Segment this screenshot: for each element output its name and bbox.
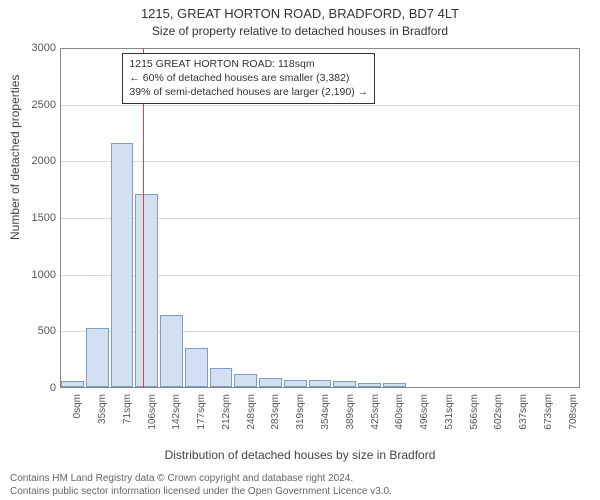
xtick-label: 248sqm xyxy=(246,394,257,430)
footer-line-1: Contains HM Land Registry data © Crown c… xyxy=(10,473,392,486)
annotation-line-3: 39% of semi-detached houses are larger (… xyxy=(129,85,368,99)
ytick-label: 2500 xyxy=(32,99,56,111)
xtick-label: 35sqm xyxy=(97,394,108,424)
xtick-label: 389sqm xyxy=(345,394,356,430)
ytick-label: 2000 xyxy=(32,155,56,167)
annotation-box: 1215 GREAT HORTON ROAD: 118sqm ← 60% of … xyxy=(122,53,375,104)
annotation-line-2: ← 60% of detached houses are smaller (3,… xyxy=(129,71,368,85)
xtick-label: 319sqm xyxy=(295,394,306,430)
xtick-label: 177sqm xyxy=(196,394,207,430)
xtick-label: 71sqm xyxy=(122,394,133,424)
xtick-label: 212sqm xyxy=(221,394,232,430)
ytick-label: 0 xyxy=(50,382,56,394)
xtick-label: 106sqm xyxy=(147,394,158,430)
xtick-label: 425sqm xyxy=(370,394,381,430)
plot-area: 0sqm35sqm71sqm106sqm142sqm177sqm212sqm24… xyxy=(60,48,580,388)
xtick-label: 142sqm xyxy=(171,394,182,430)
xtick-label: 708sqm xyxy=(568,394,579,430)
xtick-label: 637sqm xyxy=(518,394,529,430)
xtick-label: 496sqm xyxy=(419,394,430,430)
xtick-label: 673sqm xyxy=(543,394,554,430)
title-sub: Size of property relative to detached ho… xyxy=(0,24,600,38)
y-axis-label: Number of detached properties xyxy=(8,75,22,240)
chart-container: 1215, GREAT HORTON ROAD, BRADFORD, BD7 4… xyxy=(0,0,600,500)
ytick-label: 1500 xyxy=(32,212,56,224)
xtick-label: 566sqm xyxy=(469,394,480,430)
xtick-label: 602sqm xyxy=(493,394,504,430)
ytick-label: 1000 xyxy=(32,269,56,281)
xtick-label: 531sqm xyxy=(444,394,455,430)
x-axis-label: Distribution of detached houses by size … xyxy=(0,448,600,462)
xtick-label: 283sqm xyxy=(270,394,281,430)
xtick-label: 460sqm xyxy=(394,394,405,430)
annotation-line-1: 1215 GREAT HORTON ROAD: 118sqm xyxy=(129,57,368,71)
ytick-label: 3000 xyxy=(32,42,56,54)
xtick-label: 354sqm xyxy=(320,394,331,430)
xtick-label: 0sqm xyxy=(72,394,83,418)
footer: Contains HM Land Registry data © Crown c… xyxy=(10,473,392,498)
title-main: 1215, GREAT HORTON ROAD, BRADFORD, BD7 4… xyxy=(0,6,600,21)
ytick-label: 500 xyxy=(38,325,56,337)
footer-line-2: Contains public sector information licen… xyxy=(10,486,392,499)
